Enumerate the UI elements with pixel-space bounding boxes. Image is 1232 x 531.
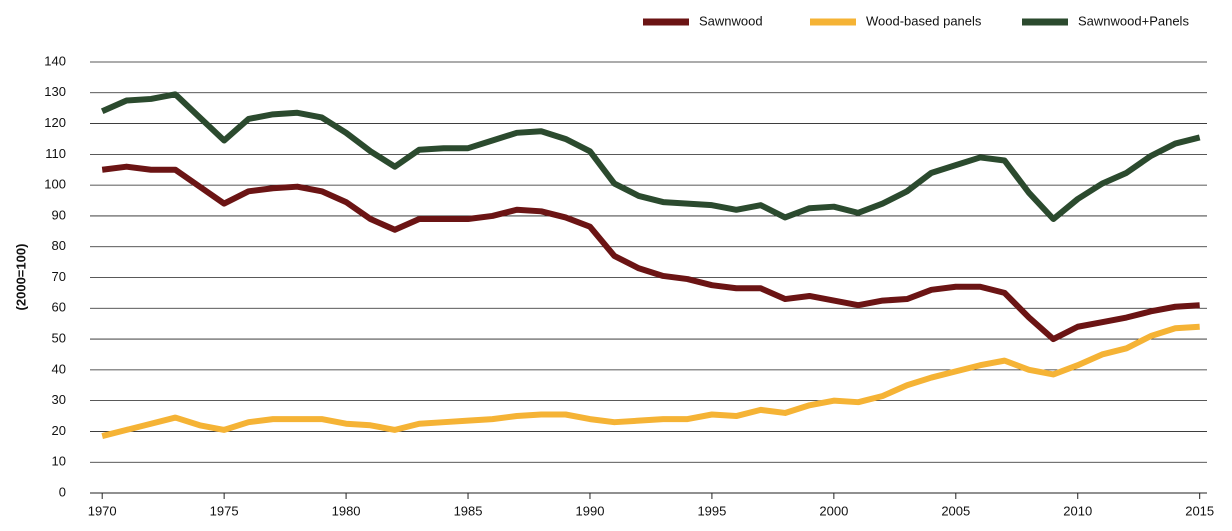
x-tick-label: 2015 xyxy=(1185,503,1214,518)
y-tick-label: 30 xyxy=(52,392,66,407)
y-axis-label: (2000=100) xyxy=(13,244,28,311)
legend-label: Wood-based panels xyxy=(866,13,982,28)
y-tick-label: 10 xyxy=(52,454,66,469)
y-tick-label: 100 xyxy=(44,177,66,192)
line-series xyxy=(101,163,1200,343)
y-tick-label: 20 xyxy=(52,423,66,438)
legend-label: Sawnwood xyxy=(699,13,763,28)
y-tick-label: 50 xyxy=(52,331,66,346)
x-tick-label: 1990 xyxy=(576,503,605,518)
y-tick-label: 80 xyxy=(52,238,66,253)
y-tick-label: 70 xyxy=(52,269,66,284)
x-tick-label: 1995 xyxy=(697,503,726,518)
x-tick-label: 2000 xyxy=(819,503,848,518)
legend-label: Sawnwood+Panels xyxy=(1078,13,1189,28)
x-tick-label: 2005 xyxy=(941,503,970,518)
y-tick-label: 60 xyxy=(52,300,66,315)
y-tick-label: 110 xyxy=(45,146,66,161)
y-tick-label: 40 xyxy=(52,361,66,376)
y-tick-label: 0 xyxy=(59,484,66,499)
x-tick-label: 1980 xyxy=(332,503,361,518)
y-tick-label: 90 xyxy=(52,207,66,222)
x-tick-label: 1970 xyxy=(88,503,117,518)
x-tick-label: 1985 xyxy=(454,503,483,518)
x-tick-label: 1975 xyxy=(210,503,239,518)
y-tick-label: 130 xyxy=(44,84,66,99)
y-tick-label: 140 xyxy=(44,53,66,68)
x-tick-label: 2010 xyxy=(1063,503,1092,518)
y-tick-label: 120 xyxy=(44,115,66,130)
line-series xyxy=(101,323,1200,439)
line-series xyxy=(100,91,1201,223)
